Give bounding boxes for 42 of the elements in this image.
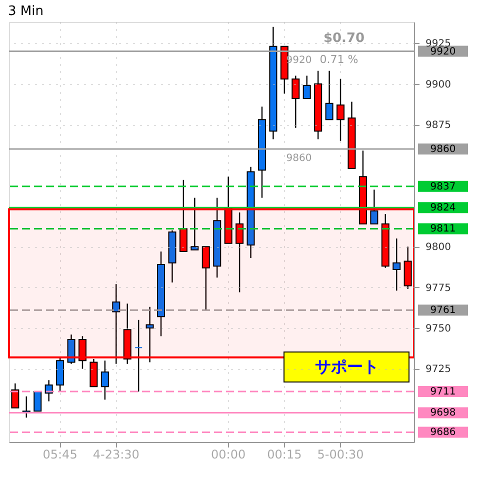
x-tick-label: 00:00 <box>211 448 246 462</box>
candlestick <box>78 336 86 370</box>
ref-line-label: 9837 <box>430 181 456 192</box>
x-tick-label: 00:15 <box>267 448 302 462</box>
candlestick <box>179 179 188 252</box>
y-tick-label: 9750 <box>426 324 451 335</box>
candlestick <box>112 283 120 364</box>
y-tick-label: 9875 <box>426 120 451 132</box>
ref-line-label: 9860 <box>430 144 456 155</box>
ref-line-label: 9698 <box>430 408 456 419</box>
candlestick <box>190 197 199 251</box>
y-tick-label: 9800 <box>426 242 451 254</box>
candlestick <box>146 306 154 363</box>
ref-line-label: 9824 <box>430 202 456 214</box>
x-tick-label: 5-00:30 <box>317 448 364 462</box>
candlestick <box>67 334 76 364</box>
candlestick <box>292 75 300 128</box>
candlestick <box>336 78 345 142</box>
ref-line-label: 9686 <box>430 427 456 438</box>
candlestick <box>302 75 311 100</box>
candlestick <box>100 360 109 400</box>
candlestick <box>34 391 42 412</box>
y-tick-label: 9900 <box>426 79 451 90</box>
ref-line-label: 9761 <box>430 305 456 316</box>
candlestick <box>370 189 378 224</box>
chart-title: 3 Min <box>8 4 44 19</box>
band-label: サポート <box>315 357 379 376</box>
ref-line-label: 9811 <box>430 224 456 235</box>
y-tick-label: 9725 <box>426 364 451 376</box>
candlestick <box>11 382 20 408</box>
candlestick <box>236 212 244 293</box>
annotation: $0.70 <box>323 31 365 46</box>
candlestick <box>202 246 210 311</box>
y-tick-label: 9775 <box>426 282 451 294</box>
annotation: 9860 <box>286 153 312 164</box>
candlestick <box>325 70 334 120</box>
x-tick-label: 05:45 <box>42 448 78 462</box>
candlestick <box>134 319 143 392</box>
annotation: 0.71 % <box>320 53 358 66</box>
x-tick-label: 4-23:30 <box>92 448 140 462</box>
candlestick <box>392 238 401 292</box>
ref-line-label: 9711 <box>430 386 456 398</box>
